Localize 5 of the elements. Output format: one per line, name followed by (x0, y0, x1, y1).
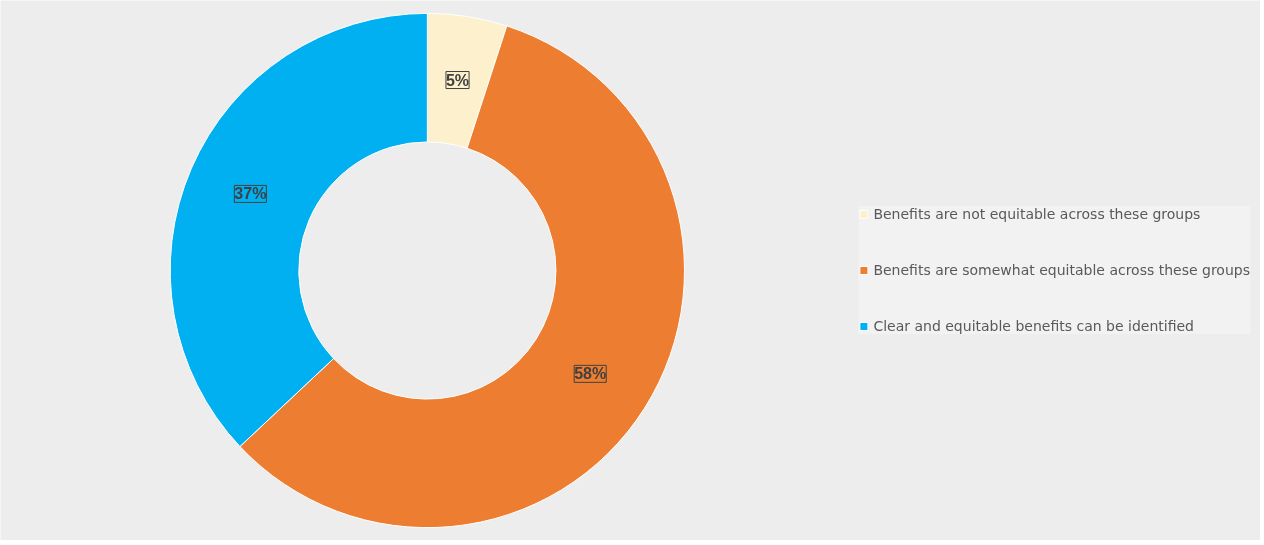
data-label: 58% (574, 365, 607, 383)
legend-label: Benefits are not equitable across these groups (873, 206, 1201, 222)
legend-label: Clear and equitable benefits can be identified (873, 318, 1194, 334)
data-label: 5% (445, 71, 470, 89)
legend-label: Benefits are somewhat equitable across these groups (873, 262, 1250, 278)
